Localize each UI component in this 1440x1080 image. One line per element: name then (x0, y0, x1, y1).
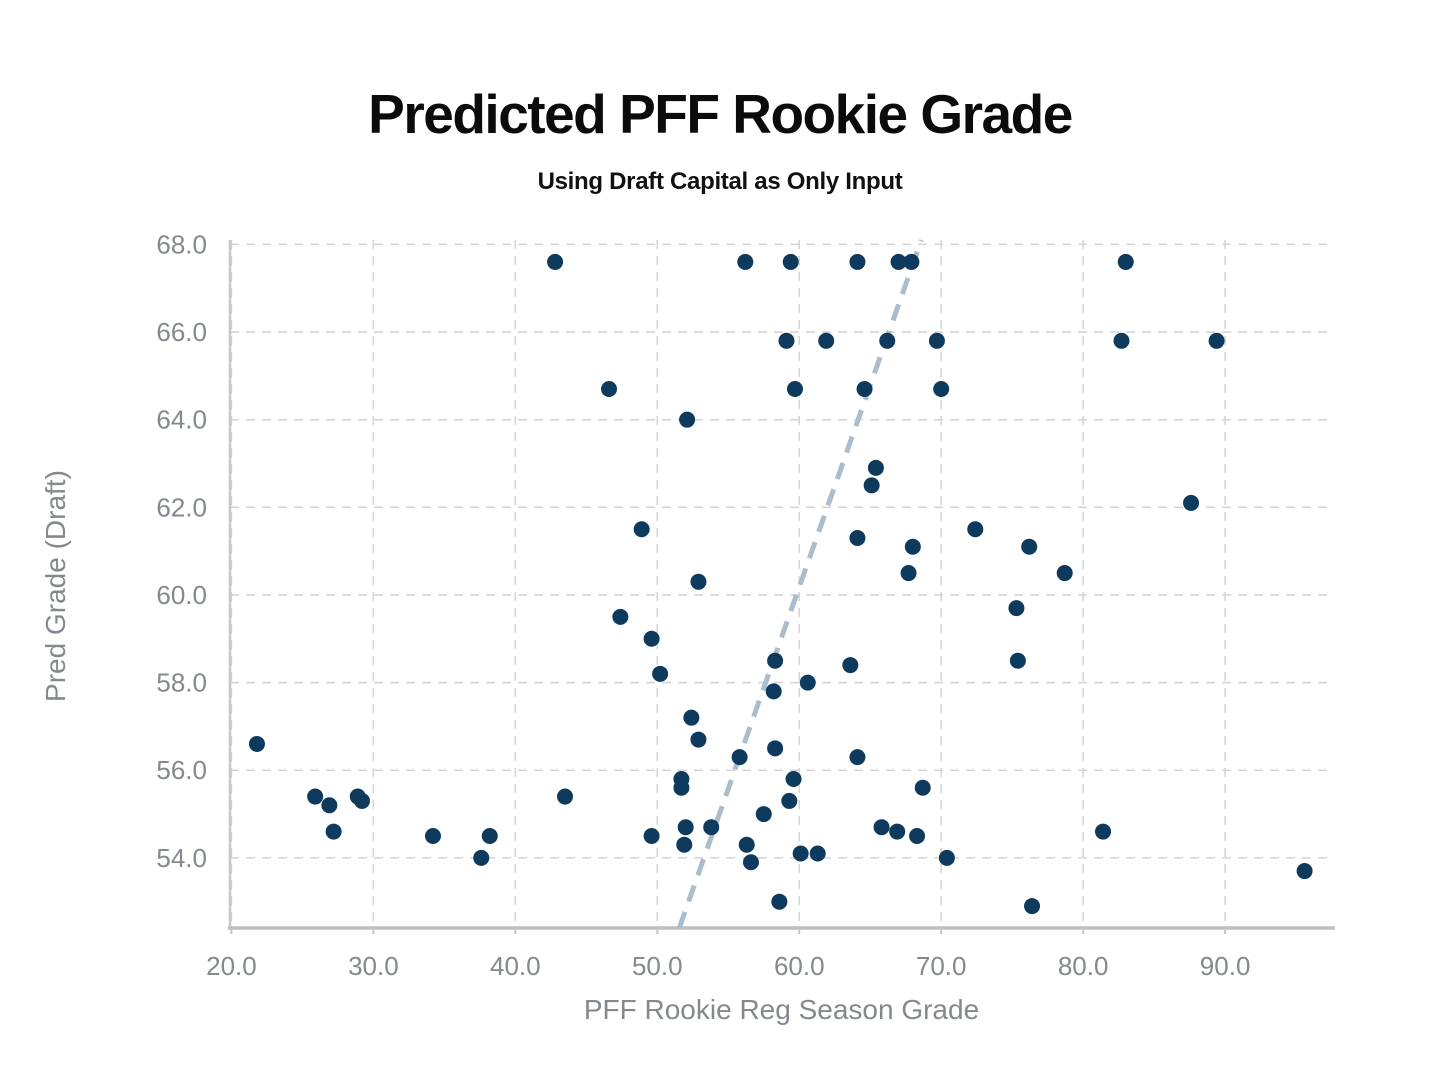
data-point[interactable] (690, 573, 707, 590)
data-point[interactable] (473, 849, 490, 866)
data-point[interactable] (842, 657, 859, 674)
y-tick-label: 54.0 (156, 843, 207, 873)
data-point[interactable] (679, 411, 696, 428)
data-point[interactable] (799, 674, 816, 691)
data-point[interactable] (765, 683, 782, 700)
data-point[interactable] (767, 652, 784, 669)
data-point[interactable] (1117, 253, 1134, 270)
y-tick-label: 62.0 (156, 492, 207, 522)
data-point[interactable] (354, 792, 371, 809)
data-point[interactable] (643, 827, 660, 844)
data-point[interactable] (673, 779, 690, 796)
x-tick-label: 30.0 (348, 951, 399, 981)
data-point[interactable] (703, 819, 720, 836)
data-point[interactable] (676, 836, 693, 853)
data-point[interactable] (601, 380, 618, 397)
data-point[interactable] (767, 740, 784, 757)
data-point[interactable] (307, 788, 324, 805)
data-point[interactable] (547, 253, 564, 270)
data-point[interactable] (1021, 538, 1038, 555)
y-tick-label: 56.0 (156, 755, 207, 785)
data-point[interactable] (690, 731, 707, 748)
data-point[interactable] (731, 749, 748, 766)
data-point[interactable] (890, 253, 907, 270)
data-point[interactable] (1183, 494, 1200, 511)
data-point[interactable] (889, 823, 906, 840)
data-point[interactable] (900, 565, 917, 582)
data-point[interactable] (782, 253, 799, 270)
data-point[interactable] (1008, 600, 1025, 617)
data-point[interactable] (785, 771, 802, 788)
x-tick-label: 70.0 (916, 951, 967, 981)
data-point[interactable] (909, 827, 926, 844)
data-point[interactable] (1095, 823, 1112, 840)
y-tick-label: 64.0 (156, 405, 207, 435)
data-point[interactable] (1296, 863, 1313, 880)
data-point[interactable] (677, 819, 694, 836)
data-point[interactable] (867, 459, 884, 476)
x-tick-label: 80.0 (1058, 951, 1109, 981)
data-point[interactable] (938, 849, 955, 866)
data-point[interactable] (633, 521, 650, 538)
data-point[interactable] (742, 854, 759, 871)
data-point[interactable] (778, 332, 795, 349)
x-tick-label: 40.0 (490, 951, 541, 981)
data-point[interactable] (933, 380, 950, 397)
x-tick-label: 90.0 (1200, 951, 1251, 981)
data-point[interactable] (781, 792, 798, 809)
data-point[interactable] (1009, 652, 1026, 669)
data-point[interactable] (928, 332, 945, 349)
chart-title: Predicted PFF Rookie Grade (368, 83, 1073, 145)
data-point[interactable] (873, 819, 890, 836)
data-point[interactable] (248, 735, 265, 752)
data-point[interactable] (849, 529, 866, 546)
data-point[interactable] (643, 630, 660, 647)
x-tick-label: 50.0 (632, 951, 683, 981)
data-point[interactable] (771, 893, 788, 910)
data-point[interactable] (879, 332, 896, 349)
y-tick-label: 58.0 (156, 668, 207, 698)
data-point[interactable] (809, 845, 826, 862)
data-point[interactable] (738, 836, 755, 853)
y-tick-label: 68.0 (156, 229, 207, 259)
data-point[interactable] (903, 253, 920, 270)
data-point[interactable] (612, 608, 629, 625)
data-point[interactable] (856, 380, 873, 397)
data-point[interactable] (914, 779, 931, 796)
data-point[interactable] (481, 827, 498, 844)
trend-line (676, 239, 924, 929)
data-point[interactable] (737, 253, 754, 270)
y-tick-label: 60.0 (156, 580, 207, 610)
data-point[interactable] (321, 797, 338, 814)
data-point[interactable] (424, 827, 441, 844)
data-point[interactable] (1113, 332, 1130, 349)
data-point[interactable] (904, 538, 921, 555)
data-point[interactable] (792, 845, 809, 862)
x-axis-title: PFF Rookie Reg Season Grade (583, 994, 980, 1025)
y-tick-label: 66.0 (156, 317, 207, 347)
data-point[interactable] (652, 665, 669, 682)
data-point[interactable] (755, 806, 772, 823)
data-point[interactable] (863, 477, 880, 494)
data-point[interactable] (1208, 332, 1225, 349)
data-point[interactable] (786, 380, 803, 397)
data-point[interactable] (325, 823, 342, 840)
data-point[interactable] (683, 709, 700, 726)
data-point[interactable] (1056, 565, 1073, 582)
data-point[interactable] (1024, 898, 1041, 915)
data-point[interactable] (849, 253, 866, 270)
data-point[interactable] (818, 332, 835, 349)
x-tick-label: 20.0 (206, 951, 257, 981)
chart-subtitle: Using Draft Capital as Only Input (537, 168, 903, 195)
data-point[interactable] (557, 788, 574, 805)
data-point[interactable] (849, 749, 866, 766)
y-axis-title: Pred Grade (Draft) (40, 470, 71, 702)
x-tick-label: 60.0 (774, 951, 825, 981)
data-point[interactable] (967, 521, 984, 538)
